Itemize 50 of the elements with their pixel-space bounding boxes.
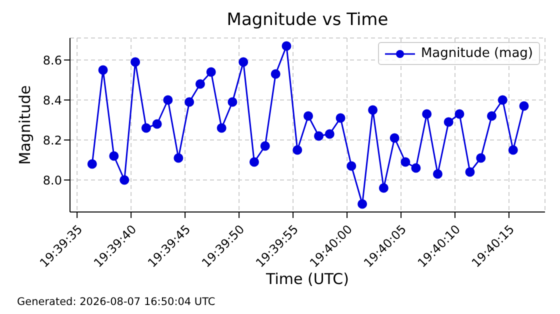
point [432,169,442,179]
text: Generated: 2026-08-07 16:50:04 UTC [17,296,216,308]
point [120,175,130,185]
point [87,159,97,169]
point [282,41,292,51]
point [238,57,248,67]
point [358,199,368,209]
point [130,57,140,67]
point [314,131,324,141]
point [206,67,216,77]
point [400,157,410,167]
x-axis-title: Time (UTC) [265,270,350,288]
point [292,145,302,155]
point [422,109,432,119]
point [174,153,184,163]
point [498,95,508,105]
point [444,117,454,127]
point [465,167,475,177]
y-axis-title: Magnitude [16,85,34,165]
point [346,161,356,171]
point [476,153,486,163]
point [368,105,378,115]
point [336,113,346,123]
point [141,123,151,133]
point [228,97,238,107]
point [152,119,162,129]
y-tick-label: 8.4 [42,93,62,108]
point [486,111,496,121]
point [390,133,400,143]
point [304,111,314,121]
y-tick-label: 8.2 [42,133,62,148]
point [163,95,173,105]
point [109,151,119,161]
point [195,79,205,89]
point [454,109,464,119]
y-tick-label: 8.6 [42,53,62,68]
point [508,145,518,155]
point [98,65,108,75]
point [270,69,280,79]
point [519,101,529,111]
chart-title: Magnitude vs Time [226,10,390,30]
point [184,97,194,107]
y-tick-label: 8.0 [42,173,62,188]
point [249,157,259,167]
point [411,163,421,173]
point [324,129,334,139]
legend-label: Magnitude (mag) [420,46,533,61]
point [216,123,226,133]
point [378,183,388,193]
point [260,141,270,151]
